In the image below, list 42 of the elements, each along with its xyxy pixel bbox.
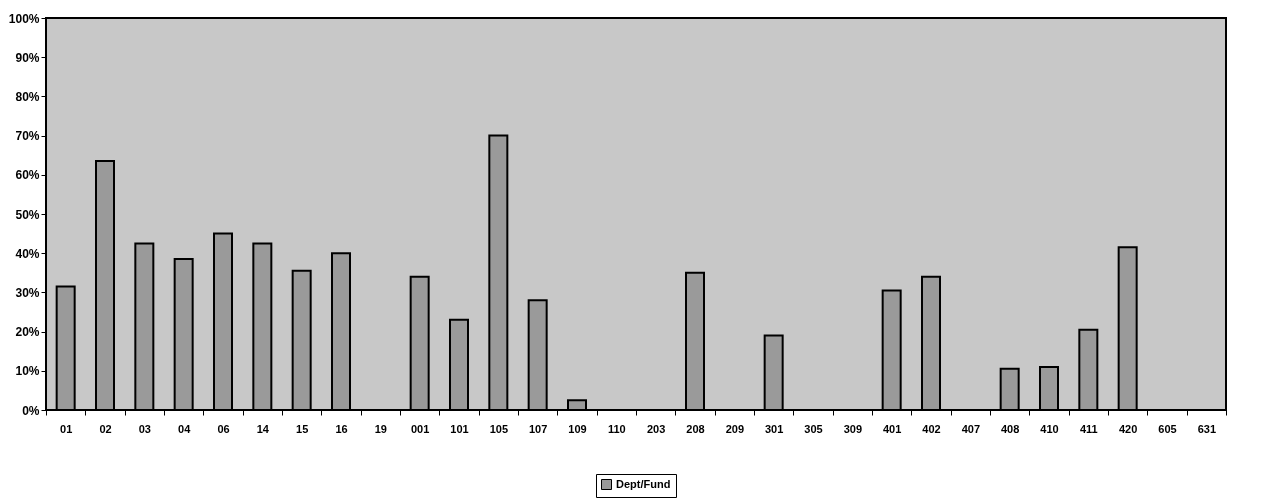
y-tick-label: 50% <box>15 207 40 222</box>
x-tick-label: 209 <box>725 422 745 435</box>
x-tick-label: 605 <box>1158 422 1177 435</box>
x-tick-label: 410 <box>1040 422 1059 435</box>
x-tick-label: 001 <box>410 422 430 435</box>
y-tick-label: 0% <box>22 403 40 418</box>
y-tick-label: 10% <box>15 364 40 379</box>
x-tick-label: 06 <box>217 422 230 435</box>
x-tick-label: 411 <box>1079 422 1098 435</box>
x-tick-label: 107 <box>528 422 548 435</box>
x-tick-label: 401 <box>882 422 902 435</box>
x-tick-label: 04 <box>178 422 192 435</box>
x-tick-label: 19 <box>374 422 387 435</box>
x-tick-label: 208 <box>686 422 705 435</box>
y-tick-label: 80% <box>15 89 40 104</box>
x-tick-label: 110 <box>607 422 626 435</box>
x-tick-label: 631 <box>1197 422 1217 435</box>
x-tick-label: 15 <box>296 422 309 435</box>
x-tick-label: 01 <box>60 422 73 435</box>
y-tick-label: 20% <box>15 325 40 340</box>
y-tick-label: 100% <box>8 11 40 26</box>
y-tick-label: 60% <box>15 168 40 183</box>
x-tick-label: 420 <box>1118 422 1138 435</box>
x-tick-label: 03 <box>138 422 151 435</box>
x-tick-label: 16 <box>335 422 348 435</box>
x-tick-label: 109 <box>568 422 587 435</box>
x-tick-label: 14 <box>256 422 270 435</box>
x-tick-label: 305 <box>804 422 823 435</box>
y-tick-label: 90% <box>15 50 40 65</box>
x-tick-label: 301 <box>764 422 784 435</box>
x-tick-label: 203 <box>646 422 666 435</box>
x-tick-label: 309 <box>843 422 863 435</box>
y-tick-label: 70% <box>15 129 40 144</box>
x-tick-label: 408 <box>1000 422 1020 435</box>
x-tick-label: 402 <box>922 422 941 435</box>
x-tick-label: 105 <box>489 422 509 435</box>
x-tick-label: 02 <box>99 422 112 435</box>
legend-label: Dept/Fund <box>616 477 671 490</box>
x-tick-label: 101 <box>450 422 469 435</box>
x-tick-label: 407 <box>961 422 981 435</box>
y-tick-label: 30% <box>15 285 40 300</box>
y-tick-label: 40% <box>15 246 40 261</box>
